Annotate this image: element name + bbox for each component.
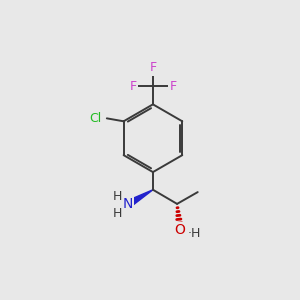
Text: F: F [169, 80, 176, 93]
Text: N: N [122, 197, 133, 212]
Text: ·H: ·H [188, 227, 201, 240]
Polygon shape [127, 190, 153, 207]
Text: H: H [113, 207, 122, 220]
Text: O: O [174, 224, 185, 237]
Text: H: H [113, 190, 122, 203]
Text: F: F [149, 61, 157, 74]
Text: Cl: Cl [89, 112, 101, 125]
Text: F: F [129, 80, 137, 93]
